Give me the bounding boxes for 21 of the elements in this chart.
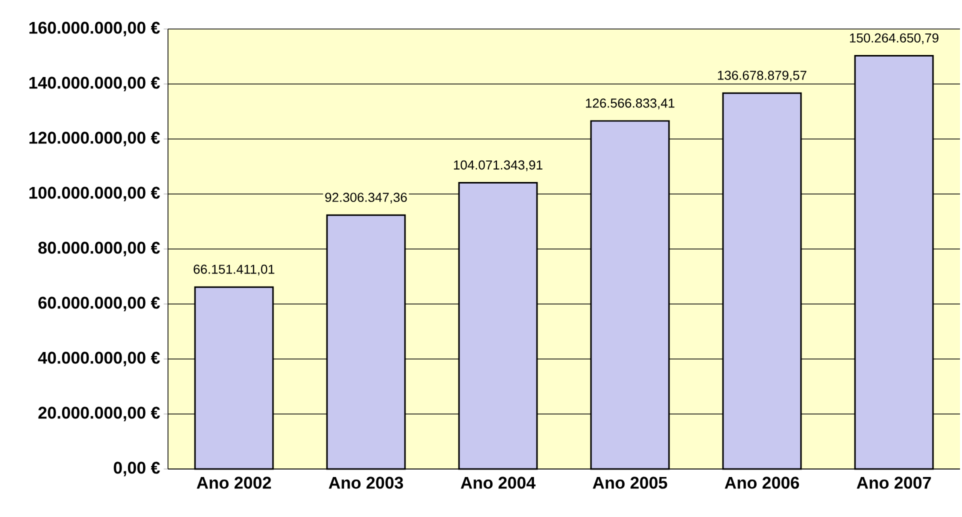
x-tick-label: Ano 2007 [856, 476, 931, 489]
data-label: 136.678.879,57 [718, 70, 806, 82]
x-tick-label: Ano 2006 [724, 476, 800, 489]
x-tick-label: Ano 2002 [196, 476, 271, 489]
y-tick-label: 140.000.000,00 € [29, 76, 160, 92]
x-tick-label: Ano 2003 [328, 476, 404, 489]
y-tick-label: 100.000.000,00 € [29, 186, 160, 202]
data-label: 104.071.343,91 [454, 160, 542, 172]
x-tick-label: Ano 2004 [460, 476, 536, 489]
data-label: 126.566.833,41 [586, 98, 674, 110]
y-tick-label: 120.000.000,00 € [29, 132, 160, 146]
y-tick-label: 40.000.000,00 € [38, 352, 160, 366]
y-tick-label: 60.000.000,00 € [38, 296, 160, 312]
y-tick-label: 80.000.000,00 € [38, 242, 160, 256]
data-label: 150.264.650,79 [850, 33, 938, 44]
y-tick-label: 160.000.000,00 € [29, 22, 160, 36]
data-label: 66.151.411,01 [194, 264, 274, 276]
y-tick-label: 20.000.000,00 € [38, 406, 160, 422]
x-tick-label: Ano 2005 [592, 476, 668, 489]
y-tick-label: 0,00 € [114, 462, 160, 476]
data-label: 92.306.347,36 [325, 192, 407, 204]
